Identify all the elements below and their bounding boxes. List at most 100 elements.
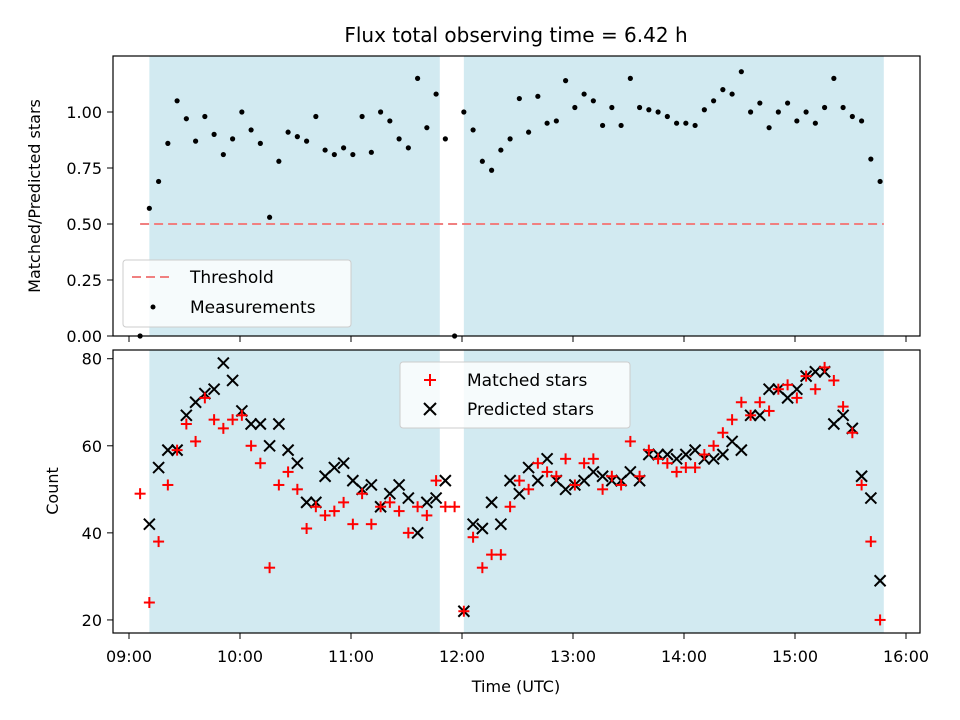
top-y-tick-label: 1.00 [66, 103, 102, 122]
top-chart-title: Flux total observing time = 6.42 h [344, 23, 687, 47]
top-y-ticks: 0.00 0.25 0.50 0.75 1.00 [66, 103, 113, 346]
measurement-point [628, 76, 633, 81]
legend-measurements-swatch [151, 305, 156, 310]
measurement-point [397, 136, 402, 141]
matched-star-point [135, 488, 146, 499]
measurement-point [313, 114, 318, 119]
measurement-point [850, 114, 855, 119]
measurement-point [387, 118, 392, 123]
measurement-point [572, 105, 577, 110]
measurement-point [591, 98, 596, 103]
top-y-tick-label: 0.00 [66, 327, 102, 346]
measurement-point [646, 107, 651, 112]
top-x-ticks [129, 336, 906, 342]
x-tick-label: 14:00 [661, 647, 707, 666]
bottom-legend: Matched stars Predicted stars [400, 362, 630, 428]
measurement-point [258, 141, 263, 146]
measurement-point [600, 123, 605, 128]
measurement-point [776, 109, 781, 114]
measurement-point [859, 118, 864, 123]
measurement-point [831, 76, 836, 81]
measurement-point [535, 94, 540, 99]
measurement-point [424, 125, 429, 130]
measurement-point [221, 152, 226, 157]
measurement-point [702, 107, 707, 112]
measurement-point [868, 156, 873, 161]
bottom-y-axis-label: Count [43, 467, 62, 515]
measurement-point [526, 130, 531, 135]
measurement-point [212, 132, 217, 137]
measurement-point [350, 152, 355, 157]
measurement-point [156, 179, 161, 184]
measurement-point [563, 78, 568, 83]
measurement-point [193, 139, 198, 144]
measurement-point [804, 109, 809, 114]
measurement-point [878, 179, 883, 184]
measurement-point [406, 145, 411, 150]
measurement-point [674, 121, 679, 126]
measurement-point [202, 114, 207, 119]
measurement-point [822, 105, 827, 110]
measurement-point [757, 100, 762, 105]
measurement-point [147, 206, 152, 211]
x-axis-label: Time (UTC) [471, 677, 560, 696]
matched-star-point [449, 501, 460, 512]
bottom-y-tick-label: 80 [82, 350, 102, 369]
top-y-tick-label: 0.25 [66, 271, 102, 290]
measurement-point [730, 91, 735, 96]
measurement-point [332, 152, 337, 157]
measurement-point [165, 141, 170, 146]
measurement-point [175, 98, 180, 103]
bottom-y-tick-label: 20 [82, 611, 102, 630]
legend-matched-label: Matched stars [467, 371, 587, 391]
legend-threshold-label: Threshold [189, 268, 274, 288]
top-y-tick-label: 0.50 [66, 215, 102, 234]
measurement-point [637, 105, 642, 110]
measurement-point [739, 69, 744, 74]
measurement-point [230, 136, 235, 141]
top-legend: Threshold Measurements [123, 260, 351, 327]
measurement-point [304, 139, 309, 144]
measurement-point [720, 87, 725, 92]
measurement-point [656, 109, 661, 114]
measurement-point [545, 121, 550, 126]
bottom-x-ticks: 09:00 10:00 11:00 12:00 13:00 14:00 15:00 16:00 [106, 633, 929, 666]
measurement-point [295, 134, 300, 139]
figure: 0.000.250.500.751.00 Flux total observin… [0, 0, 960, 720]
measurement-point [841, 105, 846, 110]
measurement-point [693, 123, 698, 128]
measurement-point [276, 159, 281, 164]
measurement-point [267, 215, 272, 220]
x-tick-label: 09:00 [106, 647, 152, 666]
measurement-point [249, 127, 254, 132]
x-tick-label: 10:00 [217, 647, 263, 666]
measurement-point [748, 109, 753, 114]
measurement-point [711, 98, 716, 103]
measurement-point [498, 147, 503, 152]
bottom-y-tick-label: 60 [82, 437, 102, 456]
legend-predicted-label: Predicted stars [467, 400, 594, 420]
measurement-point [184, 116, 189, 121]
measurement-point [609, 105, 614, 110]
x-tick-label: 16:00 [883, 647, 929, 666]
top-shaded-interval [464, 56, 884, 336]
measurement-point [434, 91, 439, 96]
measurement-point [360, 114, 365, 119]
measurement-point [785, 100, 790, 105]
measurement-point [582, 91, 587, 96]
bottom-panel: 20 40 60 80 09:00 10:00 11:00 12:00 13:00 14:00 1… [43, 350, 929, 696]
measurement-point [813, 121, 818, 126]
x-tick-label: 11:00 [328, 647, 374, 666]
x-tick-label: 12:00 [439, 647, 485, 666]
measurement-point [619, 123, 624, 128]
bottom-y-ticks: 20 40 60 80 [82, 350, 113, 630]
measurement-point [286, 130, 291, 135]
bottom-shaded-interval [149, 350, 439, 633]
measurement-point [341, 145, 346, 150]
bottom-y-tick-label: 40 [82, 524, 102, 543]
measurement-point [480, 159, 485, 164]
measurement-point [323, 147, 328, 152]
x-tick-label: 13:00 [550, 647, 596, 666]
x-tick-label: 15:00 [772, 647, 818, 666]
measurement-point [794, 118, 799, 123]
